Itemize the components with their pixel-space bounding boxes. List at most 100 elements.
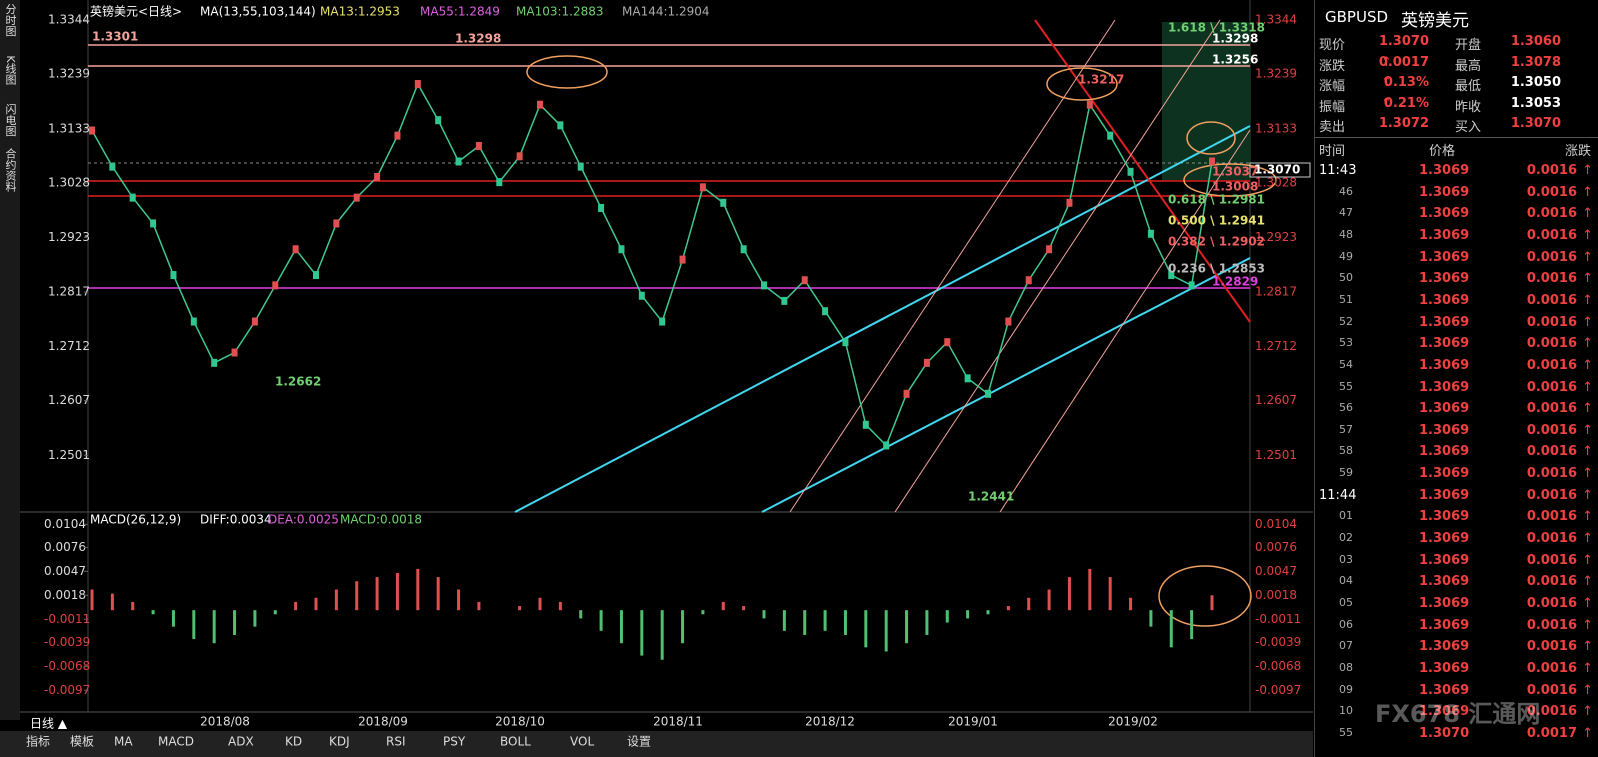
up-arrow: ↑ xyxy=(1582,249,1593,265)
tick-price: 1.3069 xyxy=(1419,531,1470,547)
bottom-tab[interactable]: 指标 xyxy=(26,734,50,749)
side-tab[interactable]: 闪电图 xyxy=(4,102,17,137)
candle xyxy=(679,255,686,264)
candle xyxy=(801,276,808,285)
up-arrow: ↑ xyxy=(1582,596,1593,611)
annotation: 0.382 \ 1.2902 xyxy=(1168,235,1265,249)
bottom-tab[interactable]: MACD xyxy=(158,735,194,749)
tick-change: 0.0016 xyxy=(1526,379,1577,395)
candle xyxy=(577,162,584,171)
candle xyxy=(598,203,605,212)
candle xyxy=(475,141,482,150)
macd-tick-label: -0.0097 xyxy=(1255,683,1301,697)
candle xyxy=(170,271,177,280)
quote-label: 涨幅 xyxy=(1319,79,1346,94)
y-tick-label: 1.2607 xyxy=(48,393,90,407)
quote-value: 1.3072 xyxy=(1378,116,1429,131)
tick-header: 时间 xyxy=(1319,144,1346,159)
tick-price: 1.3069 xyxy=(1419,379,1470,395)
x-label: 2018/08 xyxy=(200,715,250,729)
up-arrow: ↑ xyxy=(1582,292,1593,308)
tick-time: 56 xyxy=(1339,401,1353,415)
tick-time: 03 xyxy=(1339,552,1353,566)
tick-price: 1.3069 xyxy=(1419,639,1470,655)
up-arrow: ↑ xyxy=(1582,314,1593,330)
y-tick-label: 1.2817 xyxy=(1255,285,1297,299)
macd-tick-label: 0.0047 xyxy=(44,564,86,578)
candle xyxy=(985,389,991,398)
tick-change: 0.0016 xyxy=(1526,314,1577,330)
bottom-tab[interactable]: 模板 xyxy=(70,735,94,749)
quote-label: 涨跌 xyxy=(1319,58,1346,74)
bottom-tab[interactable]: VOL xyxy=(570,735,594,749)
candle xyxy=(781,296,788,305)
y-tick-label: 1.3239 xyxy=(1255,67,1297,81)
macd-tick-label: 0.0104 xyxy=(1255,517,1297,531)
up-arrow: ↑ xyxy=(1582,639,1593,655)
quote-value: 0.21% xyxy=(1383,95,1429,111)
y-tick-label: 1.3239 xyxy=(48,67,90,81)
up-arrow: ↑ xyxy=(1582,357,1593,373)
bottom-tab[interactable]: KD xyxy=(285,735,302,749)
candle xyxy=(1188,281,1195,290)
candle xyxy=(944,338,951,347)
tick-change: 0.0016 xyxy=(1526,227,1577,243)
bottom-tab[interactable]: 设置 xyxy=(627,735,651,749)
tick-price: 1.3069 xyxy=(1419,314,1470,330)
bottom-tab[interactable]: ADX xyxy=(228,735,254,749)
y-tick-label: 1.3344 xyxy=(48,13,90,27)
annotation: 1.3301 xyxy=(92,30,138,44)
tick-price: 1.3069 xyxy=(1419,401,1470,417)
macd-tick-label: 0.0018 xyxy=(1255,588,1297,602)
up-arrow: ↑ xyxy=(1582,422,1593,438)
y-tick-label: 1.3344 xyxy=(1255,13,1297,27)
x-label: 2019/01 xyxy=(948,715,998,729)
candle xyxy=(394,131,401,140)
tick-price: 1.3069 xyxy=(1419,660,1470,676)
side-tab[interactable]: 合约资料 xyxy=(4,147,17,193)
side-strip xyxy=(0,0,20,720)
candle xyxy=(374,172,381,181)
up-arrow: ↑ xyxy=(1582,271,1593,287)
bottom-tab[interactable]: PSY xyxy=(443,735,466,749)
bottom-tab[interactable]: RSI xyxy=(386,735,406,749)
tick-price: 1.3069 xyxy=(1419,509,1470,525)
tick-time: 57 xyxy=(1339,422,1353,436)
side-tab[interactable]: K线图 xyxy=(4,55,17,85)
tick-change: 0.0016 xyxy=(1526,596,1577,611)
candle xyxy=(537,100,543,109)
x-label: 2018/11 xyxy=(653,715,703,729)
candle xyxy=(150,219,157,228)
y-tick-label: 1.3133 xyxy=(48,121,90,135)
tick-change: 0.0016 xyxy=(1526,660,1577,676)
side-tab[interactable]: 分时图 xyxy=(4,3,17,37)
quote-label: 开盘 xyxy=(1455,38,1482,53)
macd-tick-label: -0.0039 xyxy=(44,635,90,649)
tick-change: 0.0016 xyxy=(1526,206,1577,222)
tick-change: 0.0016 xyxy=(1526,574,1577,590)
candle xyxy=(516,152,523,161)
quote-value: 1.3053 xyxy=(1510,95,1561,111)
quote-value: 0.13% xyxy=(1383,75,1429,90)
tick-change: 0.0016 xyxy=(1526,444,1577,460)
tick-time: 07 xyxy=(1339,639,1353,653)
tick-time: 05 xyxy=(1339,596,1353,609)
candle xyxy=(1005,317,1012,326)
quote-value: 1.3070 xyxy=(1378,34,1429,49)
bottom-tab[interactable]: KDJ xyxy=(329,735,350,749)
quote-value: 0.0017 xyxy=(1378,54,1429,70)
tick-change: 0.0016 xyxy=(1526,184,1577,200)
quote-panel: GBPUSD 英镑美元 现价 1.3070 开盘 1.3060 涨跌 ↑ 0.0017 最高 1.3… xyxy=(1314,0,1598,757)
annotation: 1.3298 xyxy=(1212,32,1258,46)
annotation: 1.3217 xyxy=(1078,73,1124,87)
tick-price: 1.3069 xyxy=(1419,596,1470,611)
y-tick-label: 1.2607 xyxy=(1255,393,1297,407)
bottom-tab[interactable]: MA xyxy=(114,735,133,749)
candle xyxy=(89,126,95,135)
tick-price: 1.3069 xyxy=(1419,357,1470,373)
bottom-bar xyxy=(0,731,1313,757)
bottom-tab[interactable]: BOLL xyxy=(500,735,531,749)
tick-price: 1.3069 xyxy=(1419,206,1470,222)
